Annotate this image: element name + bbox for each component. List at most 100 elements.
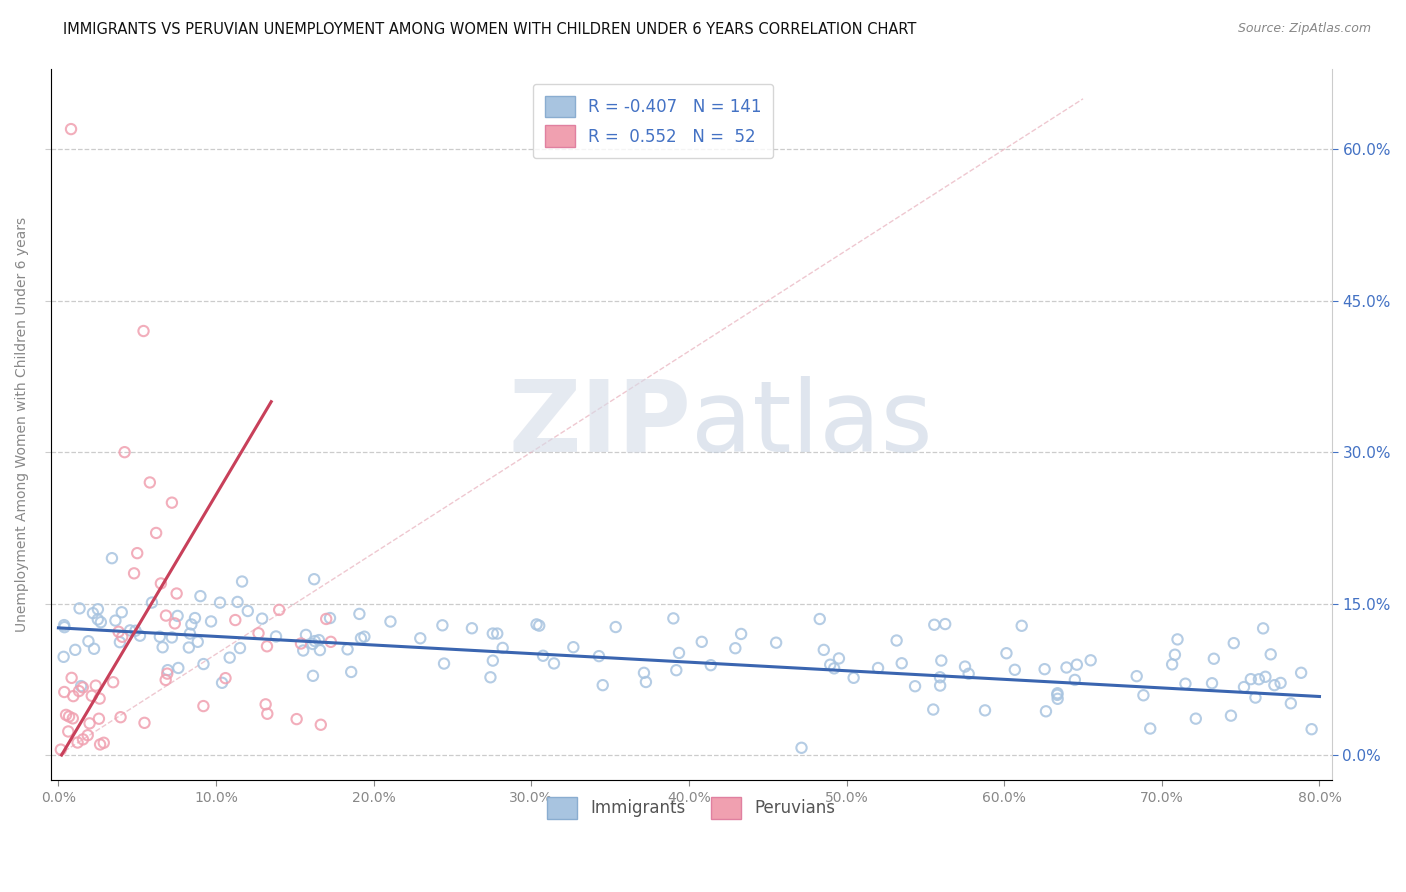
Point xyxy=(690,635,713,649)
Point xyxy=(200,615,222,629)
Point xyxy=(588,649,610,664)
Point xyxy=(139,475,162,490)
Point xyxy=(828,651,851,665)
Point xyxy=(890,657,912,671)
Point xyxy=(62,711,84,725)
Point xyxy=(163,616,186,631)
Point xyxy=(302,572,325,586)
Point xyxy=(668,646,690,660)
Point xyxy=(193,699,215,714)
Point xyxy=(304,634,326,648)
Point xyxy=(868,661,890,675)
Point xyxy=(730,627,752,641)
Point xyxy=(55,707,77,722)
Point xyxy=(934,617,956,632)
Point xyxy=(111,605,134,619)
Point xyxy=(592,678,614,692)
Point xyxy=(309,717,332,731)
Point xyxy=(80,689,103,703)
Point xyxy=(1251,621,1274,635)
Point xyxy=(82,606,104,620)
Point xyxy=(129,629,152,643)
Point xyxy=(290,636,312,650)
Point xyxy=(108,635,131,649)
Point xyxy=(1263,678,1285,692)
Point xyxy=(214,671,236,685)
Point xyxy=(974,703,997,717)
Point xyxy=(1063,673,1085,687)
Point xyxy=(482,654,505,668)
Point xyxy=(823,661,845,675)
Point xyxy=(141,596,163,610)
Point xyxy=(285,712,308,726)
Point xyxy=(1080,653,1102,667)
Point xyxy=(461,621,484,635)
Point xyxy=(808,612,831,626)
Point xyxy=(1164,648,1187,662)
Point xyxy=(336,642,359,657)
Point xyxy=(842,671,865,685)
Point xyxy=(319,635,342,649)
Point xyxy=(1046,686,1069,700)
Point xyxy=(269,603,291,617)
Point xyxy=(904,679,927,693)
Point xyxy=(58,709,80,723)
Point xyxy=(76,728,98,742)
Point xyxy=(995,646,1018,660)
Legend: Immigrants, Peruvians: Immigrants, Peruvians xyxy=(541,790,842,825)
Point xyxy=(526,617,548,632)
Point xyxy=(187,635,209,649)
Point xyxy=(114,445,136,459)
Point xyxy=(432,618,454,632)
Point xyxy=(529,618,551,632)
Point xyxy=(60,122,83,136)
Point xyxy=(193,657,215,671)
Point xyxy=(1139,722,1161,736)
Point xyxy=(724,641,747,656)
Point xyxy=(1233,680,1256,694)
Point xyxy=(156,663,179,677)
Point xyxy=(208,596,231,610)
Point xyxy=(231,574,253,589)
Point xyxy=(605,620,627,634)
Point xyxy=(66,735,89,749)
Point xyxy=(1244,690,1267,705)
Point xyxy=(1046,688,1069,702)
Point xyxy=(177,640,200,655)
Point xyxy=(120,624,142,638)
Point xyxy=(1174,676,1197,690)
Point xyxy=(67,684,90,698)
Point xyxy=(89,738,111,752)
Point xyxy=(224,613,246,627)
Point xyxy=(1220,708,1243,723)
Point xyxy=(543,657,565,671)
Point xyxy=(184,611,207,625)
Point xyxy=(149,576,172,591)
Point xyxy=(1056,660,1078,674)
Point xyxy=(104,614,127,628)
Point xyxy=(152,640,174,655)
Point xyxy=(65,643,87,657)
Point xyxy=(110,710,132,724)
Point xyxy=(1035,704,1057,718)
Point xyxy=(953,659,976,673)
Text: Source: ZipAtlas.com: Source: ZipAtlas.com xyxy=(1237,22,1371,36)
Point xyxy=(765,635,787,649)
Point xyxy=(922,702,945,716)
Point xyxy=(1066,657,1088,672)
Point xyxy=(264,630,287,644)
Point xyxy=(77,634,100,648)
Point xyxy=(301,637,323,651)
Point xyxy=(53,618,76,632)
Point xyxy=(87,712,110,726)
Point xyxy=(433,657,456,671)
Point xyxy=(49,742,72,756)
Point xyxy=(72,681,94,695)
Text: IMMIGRANTS VS PERUVIAN UNEMPLOYMENT AMONG WOMEN WITH CHILDREN UNDER 6 YEARS CORR: IMMIGRANTS VS PERUVIAN UNEMPLOYMENT AMON… xyxy=(63,22,917,37)
Y-axis label: Unemployment Among Women with Children Under 6 years: Unemployment Among Women with Children U… xyxy=(15,217,30,632)
Point xyxy=(486,626,509,640)
Point xyxy=(166,586,188,600)
Point xyxy=(929,679,952,693)
Point xyxy=(149,630,172,644)
Point xyxy=(1202,651,1225,665)
